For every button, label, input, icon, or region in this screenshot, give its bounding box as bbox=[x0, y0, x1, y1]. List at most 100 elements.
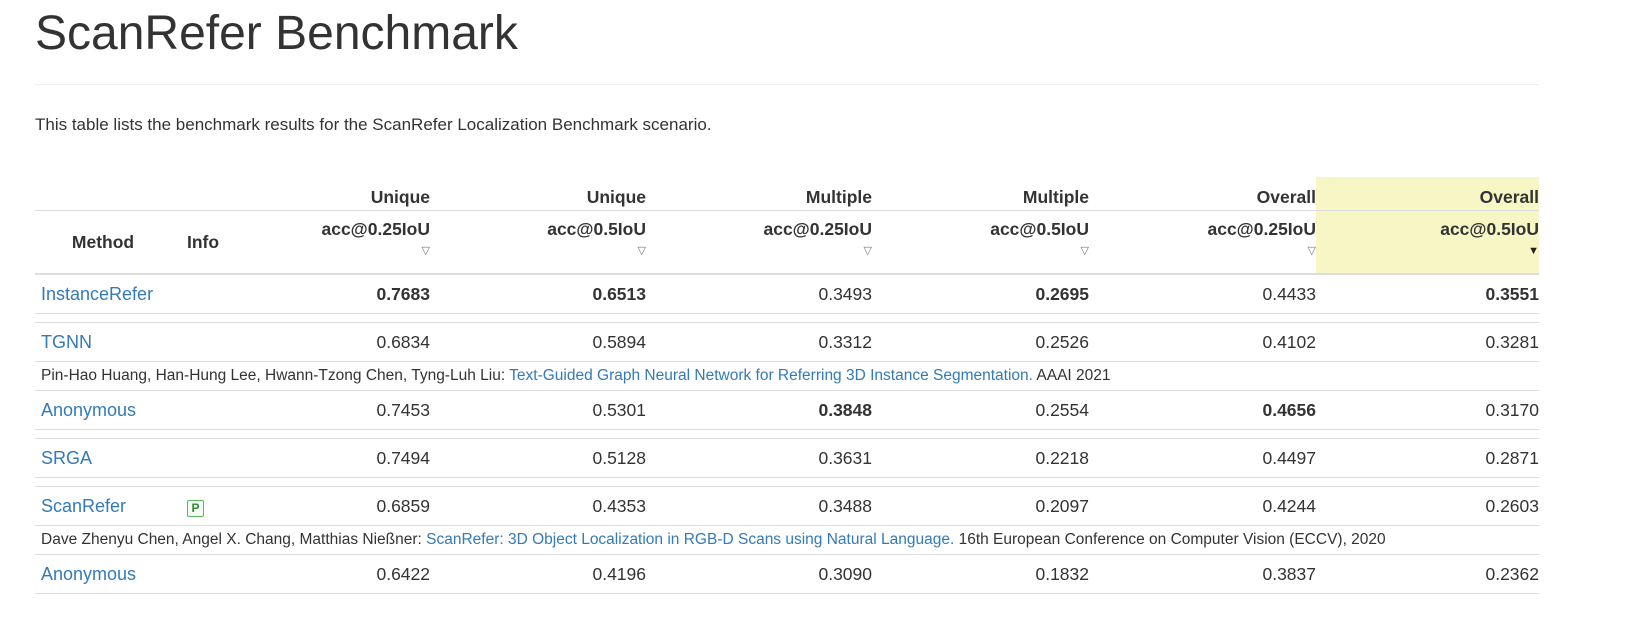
reference-authors: Pin-Hao Huang, Han-Hung Lee, Hwann-Tzong… bbox=[41, 367, 510, 384]
metric-value: 0.4244 bbox=[1089, 486, 1316, 526]
reference-cell: Dave Zhenyu Chen, Angel X. Chang, Matthi… bbox=[35, 525, 1539, 555]
header-metric-sub: acc@0.25IoU bbox=[321, 219, 430, 239]
table-row: SRGA 0.7494 0.5128 0.3631 0.2218 0.4497 0.2871 bbox=[35, 438, 1539, 478]
page-container: ScanRefer Benchmark This table lists the… bbox=[35, 0, 1539, 594]
header-metric-sub: acc@0.25IoU bbox=[1207, 219, 1316, 239]
method-link[interactable]: Anonymous bbox=[41, 399, 137, 420]
info-cell: P bbox=[165, 486, 235, 526]
sort-column-multiple-025[interactable]: acc@0.25IoU ▽ bbox=[646, 210, 872, 275]
row-separator-cell bbox=[35, 429, 1539, 439]
sort-triangle-down-icon[interactable]: ▽ bbox=[1080, 245, 1089, 257]
sort-column-overall-025[interactable]: acc@0.25IoU ▽ bbox=[1089, 210, 1316, 275]
metric-value: 0.4353 bbox=[430, 486, 646, 526]
metric-value: 0.1832 bbox=[872, 554, 1089, 594]
table-header: Unique Unique Multiple Multiple Overall … bbox=[35, 177, 1539, 275]
table-body: InstanceRefer 0.7683 0.6513 0.3493 0.2695 0.4… bbox=[35, 273, 1539, 594]
metric-value: 0.4497 bbox=[1089, 438, 1316, 478]
page-title: ScanRefer Benchmark bbox=[35, 7, 518, 60]
method-link[interactable]: InstanceRefer bbox=[41, 283, 154, 304]
metric-value: 0.3312 bbox=[646, 322, 872, 362]
sort-triangle-down-icon[interactable]: ▽ bbox=[1307, 245, 1316, 257]
reference-authors: Dave Zhenyu Chen, Angel X. Chang, Matthi… bbox=[41, 531, 427, 548]
metric-value: 0.5301 bbox=[430, 390, 646, 430]
header-method: Method bbox=[35, 210, 165, 275]
header-metric-top: Multiple bbox=[872, 177, 1089, 211]
reference-row: Pin-Hao Huang, Han-Hung Lee, Hwann-Tzong… bbox=[35, 361, 1539, 391]
header-metric-top: Unique bbox=[430, 177, 646, 211]
info-cell bbox=[165, 438, 235, 478]
metric-value: 0.4656 bbox=[1089, 390, 1316, 430]
header-blank bbox=[35, 177, 165, 211]
header-metric-sub: acc@0.5IoU bbox=[990, 219, 1089, 239]
metric-value: 0.4102 bbox=[1089, 322, 1316, 362]
sort-column-multiple-05[interactable]: acc@0.5IoU ▽ bbox=[872, 210, 1089, 275]
metric-value: 0.3631 bbox=[646, 438, 872, 478]
metric-value: 0.6422 bbox=[235, 554, 430, 594]
reference-row: Dave Zhenyu Chen, Angel X. Chang, Matthi… bbox=[35, 525, 1539, 555]
header-info: Info bbox=[165, 210, 235, 275]
metric-value: 0.5128 bbox=[430, 438, 646, 478]
method-cell: TGNN bbox=[35, 322, 165, 362]
metric-value: 0.2526 bbox=[872, 322, 1089, 362]
metric-value: 0.2362 bbox=[1316, 554, 1539, 594]
sort-column-overall-05[interactable]: acc@0.5IoU ▼ bbox=[1316, 210, 1539, 275]
header-row-bottom: Method Info acc@0.25IoU ▽ acc@0.5IoU ▽ a… bbox=[35, 210, 1539, 275]
benchmark-table: Unique Unique Multiple Multiple Overall … bbox=[35, 177, 1539, 594]
metric-value: 0.3551 bbox=[1316, 273, 1539, 314]
method-cell: InstanceRefer bbox=[35, 273, 165, 314]
metric-value: 0.3281 bbox=[1316, 322, 1539, 362]
metric-value: 0.3848 bbox=[646, 390, 872, 430]
metric-value: 0.7453 bbox=[235, 390, 430, 430]
table-row: TGNN 0.6834 0.5894 0.3312 0.2526 0.4102 0.3281 bbox=[35, 322, 1539, 362]
header-metric-sub: acc@0.5IoU bbox=[1440, 219, 1539, 239]
reference-cell: Pin-Hao Huang, Han-Hung Lee, Hwann-Tzong… bbox=[35, 361, 1539, 391]
metric-value: 0.2695 bbox=[872, 273, 1089, 314]
row-separator bbox=[35, 477, 1539, 487]
table-row: InstanceRefer 0.7683 0.6513 0.3493 0.2695 0.4… bbox=[35, 273, 1539, 314]
metric-value: 0.7683 bbox=[235, 273, 430, 314]
metric-value: 0.6513 bbox=[430, 273, 646, 314]
header-metric-top: Multiple bbox=[646, 177, 872, 211]
header-metric-sub: acc@0.5IoU bbox=[547, 219, 646, 239]
table-row: ScanRefer P 0.6859 0.4353 0.3488 0.2097 0.4244… bbox=[35, 486, 1539, 526]
header-metric-top: Unique bbox=[235, 177, 430, 211]
method-cell: Anonymous bbox=[35, 554, 165, 594]
info-cell bbox=[165, 322, 235, 362]
header-row-top: Unique Unique Multiple Multiple Overall … bbox=[35, 177, 1539, 211]
metric-value: 0.2871 bbox=[1316, 438, 1539, 478]
metric-value: 0.6859 bbox=[235, 486, 430, 526]
metric-value: 0.4196 bbox=[430, 554, 646, 594]
method-link[interactable]: ScanRefer bbox=[41, 495, 127, 516]
metric-value: 0.2218 bbox=[872, 438, 1089, 478]
method-link[interactable]: SRGA bbox=[41, 447, 93, 468]
method-link[interactable]: Anonymous bbox=[41, 563, 137, 584]
method-cell: ScanRefer bbox=[35, 486, 165, 526]
header-metric-top-selected: Overall bbox=[1316, 177, 1539, 211]
metric-value: 0.3170 bbox=[1316, 390, 1539, 430]
metric-value: 0.5894 bbox=[430, 322, 646, 362]
reference-paper-link[interactable]: Text-Guided Graph Neural Network for Ref… bbox=[509, 367, 1033, 384]
sort-triangle-down-icon[interactable]: ▽ bbox=[863, 245, 872, 257]
public-code-badge[interactable]: P bbox=[187, 499, 204, 517]
sort-triangle-down-icon[interactable]: ▽ bbox=[421, 245, 430, 257]
metric-value: 0.3090 bbox=[646, 554, 872, 594]
title-divider bbox=[35, 84, 1539, 85]
header-metric-top: Overall bbox=[1089, 177, 1316, 211]
method-link[interactable]: TGNN bbox=[41, 331, 92, 352]
sort-triangle-down-icon[interactable]: ▽ bbox=[637, 245, 646, 257]
info-cell bbox=[165, 273, 235, 314]
sort-column-unique-025[interactable]: acc@0.25IoU ▽ bbox=[235, 210, 430, 275]
header-blank bbox=[165, 177, 235, 211]
table-row: Anonymous 0.7453 0.5301 0.3848 0.2554 0.4656 0… bbox=[35, 390, 1539, 430]
metric-value: 0.4433 bbox=[1089, 273, 1316, 314]
header-metric-sub: acc@0.25IoU bbox=[763, 219, 872, 239]
reference-venue: 16th European Conference on Computer Vis… bbox=[954, 531, 1386, 548]
info-cell bbox=[165, 554, 235, 594]
page-description: This table lists the benchmark results f… bbox=[35, 115, 712, 134]
reference-paper-link[interactable]: ScanRefer: 3D Object Localization in RGB… bbox=[426, 531, 955, 548]
metric-value: 0.3837 bbox=[1089, 554, 1316, 594]
reference-venue: AAAI 2021 bbox=[1032, 367, 1111, 384]
sort-column-unique-05[interactable]: acc@0.5IoU ▽ bbox=[430, 210, 646, 275]
metric-value: 0.2097 bbox=[872, 486, 1089, 526]
sort-triangle-down-filled-icon[interactable]: ▼ bbox=[1528, 245, 1539, 257]
